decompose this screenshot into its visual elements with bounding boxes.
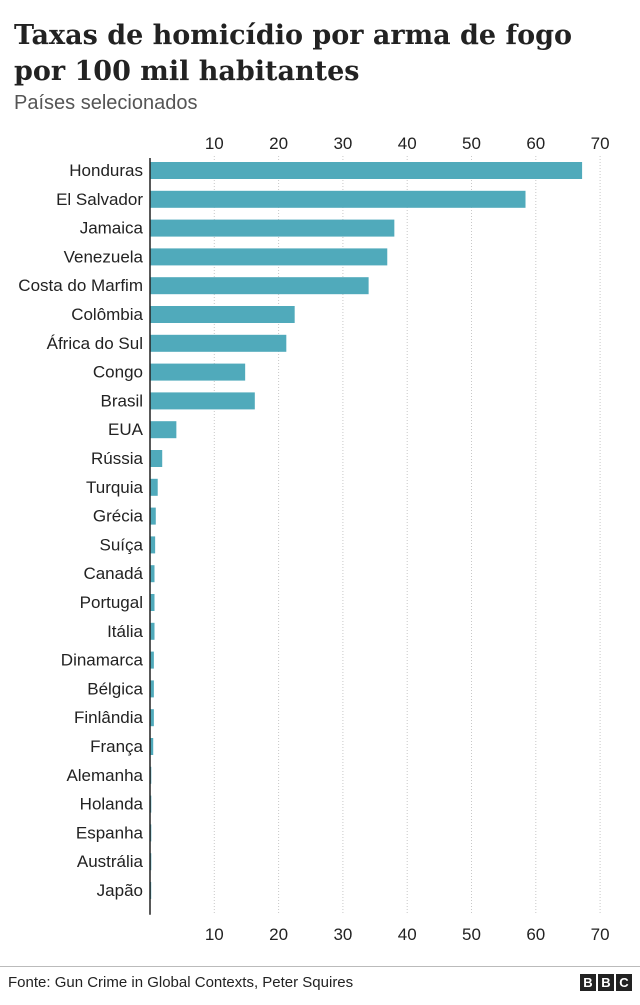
bar (150, 277, 369, 295)
x-tick-label: 10 (205, 925, 224, 944)
bar (150, 622, 155, 640)
bar (150, 709, 154, 727)
category-label: Turquia (86, 478, 144, 497)
category-label: Itália (107, 622, 143, 641)
category-label: El Salvador (56, 190, 143, 209)
x-tick-label: 40 (398, 134, 417, 153)
category-label: França (90, 737, 143, 756)
x-tick-label: 40 (398, 925, 417, 944)
category-label: África do Sul (47, 334, 143, 353)
category-label: Dinamarca (61, 651, 144, 670)
x-axis-bottom: 10 20 30 40 50 60 70 (205, 925, 610, 944)
x-tick-label: 70 (591, 925, 610, 944)
category-label: Holanda (80, 795, 144, 814)
category-label: Venezuela (64, 247, 144, 266)
x-tick-label: 50 (462, 925, 481, 944)
x-tick-label: 50 (462, 134, 481, 153)
category-label: Grécia (93, 507, 144, 526)
category-label: Costa do Marfim (18, 276, 143, 295)
chart-subtitle: Países selecionados (14, 92, 198, 114)
bar (150, 190, 526, 208)
x-tick-label: 20 (269, 134, 288, 153)
x-tick-label: 30 (333, 925, 352, 944)
category-label: EUA (108, 420, 144, 439)
bar (150, 594, 155, 611)
category-labels: Honduras El Salvador Jamaica Venezuela Costa… (18, 161, 143, 900)
bar (150, 478, 158, 496)
bars (150, 162, 583, 899)
category-label: Rússia (91, 449, 144, 468)
category-label: Espanha (76, 823, 144, 842)
x-tick-label: 30 (333, 134, 352, 153)
bar (150, 306, 295, 323)
category-label: Congo (93, 363, 143, 382)
bar (150, 507, 156, 525)
bbc-logo-letter: B (580, 974, 596, 991)
bar (150, 738, 154, 755)
category-label: Austrália (77, 852, 144, 871)
category-label: Bélgica (87, 679, 143, 698)
bar (150, 162, 583, 179)
x-tick-label: 60 (526, 134, 545, 153)
bar (150, 565, 155, 583)
category-label: Suíça (100, 535, 144, 554)
bar (150, 219, 395, 237)
bar (150, 248, 388, 266)
category-label: Portugal (80, 593, 143, 612)
category-label: Colômbia (71, 305, 143, 324)
bbc-logo-letter: C (616, 974, 632, 991)
category-label: Brasil (100, 391, 143, 410)
bar (150, 392, 255, 410)
bbc-logo-letter: B (598, 974, 614, 991)
bar (150, 421, 177, 439)
category-label: Jamaica (80, 219, 144, 238)
bar (150, 334, 287, 352)
bar (150, 651, 154, 669)
x-tick-label: 70 (591, 134, 610, 153)
x-tick-label: 10 (205, 134, 224, 153)
category-label: Canadá (83, 564, 143, 583)
x-tick-label: 20 (269, 925, 288, 944)
bar-chart: Honduras El Salvador Jamaica Venezuela Costa… (18, 134, 610, 944)
category-label: Alemanha (66, 766, 143, 785)
x-axis-top: 10 20 30 40 50 60 70 (205, 134, 610, 153)
bar (150, 680, 154, 698)
category-label: Honduras (69, 161, 143, 180)
bar (150, 363, 246, 381)
x-tick-label: 60 (526, 925, 545, 944)
category-label: Japão (97, 881, 143, 900)
chart-title: Taxas de homicídio por arma de fogo por … (14, 20, 573, 87)
bar (150, 536, 156, 554)
source-note: Fonte: Gun Crime in Global Contexts, Pet… (8, 974, 354, 991)
category-label: Finlândia (74, 708, 144, 727)
bar (150, 450, 163, 467)
gridlines (213, 156, 601, 915)
bbc-logo: B B C (580, 974, 632, 991)
footer: Fonte: Gun Crime in Global Contexts, Pet… (0, 966, 640, 1005)
